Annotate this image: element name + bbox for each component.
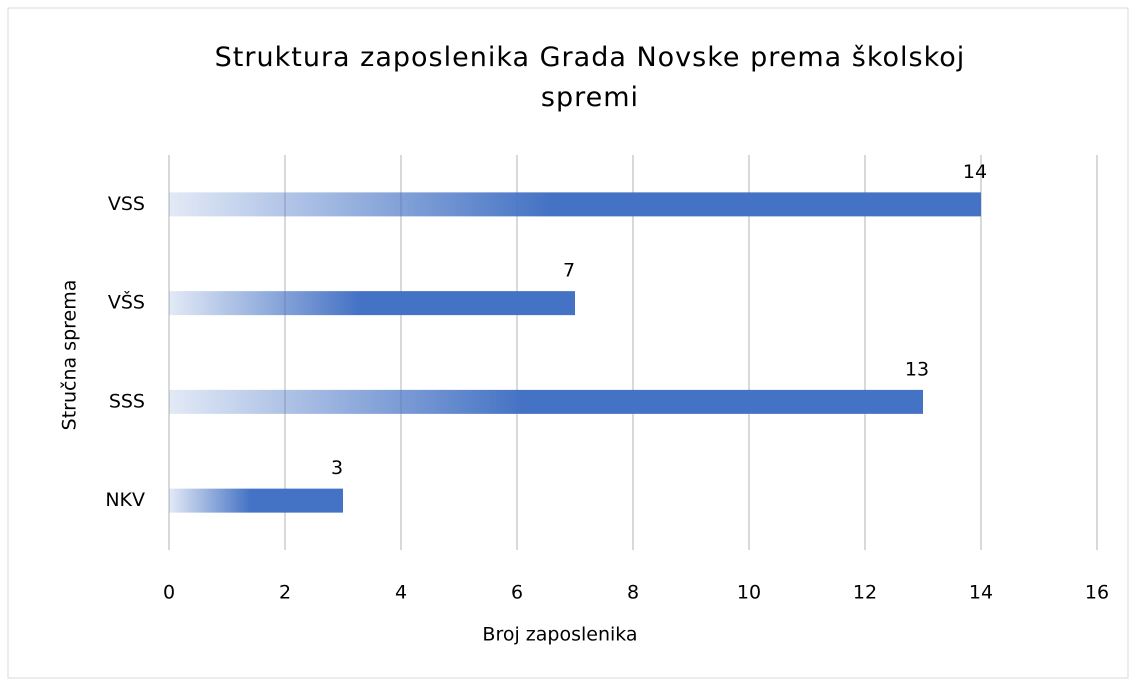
x-tick-label: 14 [969, 582, 993, 604]
y-tick-label: VSS [108, 193, 145, 215]
bar [169, 488, 343, 513]
y-tick-label: VŠS [108, 290, 145, 314]
x-tick-label: 0 [163, 582, 175, 604]
data-label: 14 [963, 161, 987, 183]
x-axis-label: Broj zaposlenika [482, 624, 637, 646]
x-tick-label: 2 [279, 582, 291, 604]
data-label: 13 [905, 358, 929, 380]
y-tick-label: SSS [109, 390, 145, 412]
bar [169, 389, 923, 414]
y-axis-label: Stručna sprema [59, 280, 81, 431]
x-tick-label: 4 [395, 582, 407, 604]
x-tick-label: 8 [627, 582, 639, 604]
chart-border [7, 7, 1129, 679]
x-tick-label: 16 [1085, 582, 1109, 604]
y-tick-label: NKV [105, 489, 145, 511]
data-label: 7 [563, 260, 575, 282]
x-tick-label: 10 [737, 582, 761, 604]
data-label: 3 [331, 457, 343, 479]
chart-title: Struktura zaposlenika Grada Novske prema… [214, 42, 966, 113]
x-tick-label: 12 [853, 582, 877, 604]
x-tick-label: 6 [511, 582, 523, 604]
bar [169, 291, 575, 316]
bar [169, 192, 981, 217]
